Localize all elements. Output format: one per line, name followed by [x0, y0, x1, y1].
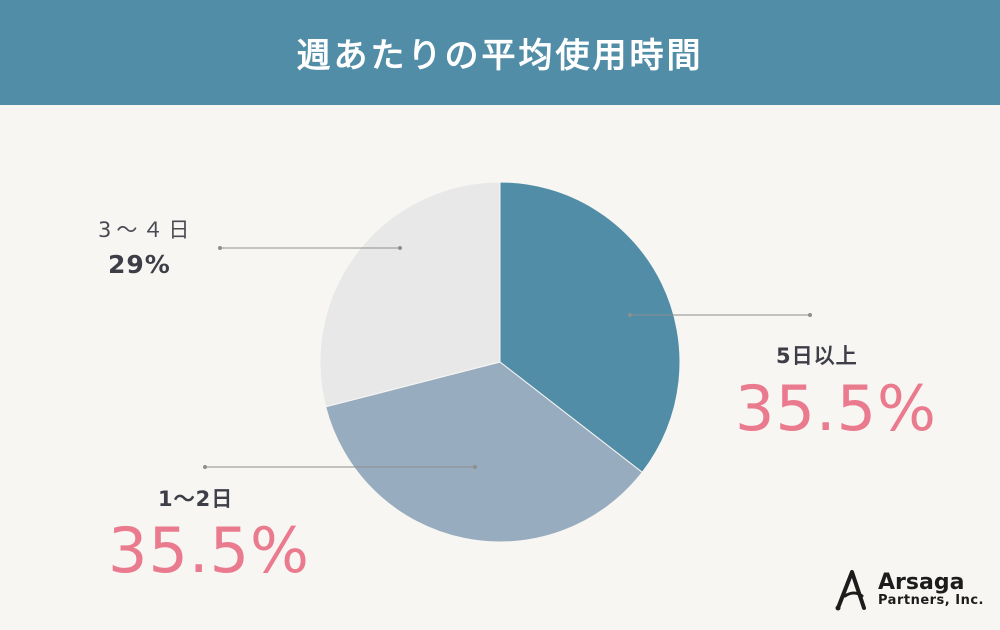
header-bar: 週あたりの平均使用時間 — [0, 0, 1000, 105]
leader-dot-5days-outer — [808, 313, 812, 317]
pie-slice-1-2days — [325, 361, 643, 543]
leader-lines — [203, 246, 812, 469]
slice-value-3-4days: 29% — [108, 250, 171, 279]
slice-value-1-2days: 35.5% — [108, 514, 310, 587]
leader-dot-1-2days-outer — [203, 465, 207, 469]
arsaga-logo-mark-icon — [835, 570, 866, 611]
slice-label-5days: 5日以上 — [776, 344, 858, 368]
chart-title: 週あたりの平均使用時間 — [296, 36, 704, 76]
logo-subtitle: Partners, Inc. — [878, 592, 984, 608]
leader-dot-3-4days-outer — [218, 246, 222, 250]
pie-slices — [319, 181, 681, 543]
slice-value-5days: 35.5% — [735, 372, 937, 445]
logo-name: Arsaga — [878, 569, 965, 595]
leader-dot-5days-inner — [628, 313, 632, 317]
company-logo: Arsaga Partners, Inc. — [832, 566, 984, 612]
pie-slice-5days — [499, 181, 681, 474]
slice-label-3-4days: 3〜４日 — [98, 218, 195, 242]
leader-dot-3-4days-inner — [398, 246, 402, 250]
leader-dot-1-2days-inner — [473, 465, 477, 469]
slice-label-1-2days: 1〜2日 — [158, 487, 234, 511]
pie-slice-3-4days — [319, 181, 501, 408]
